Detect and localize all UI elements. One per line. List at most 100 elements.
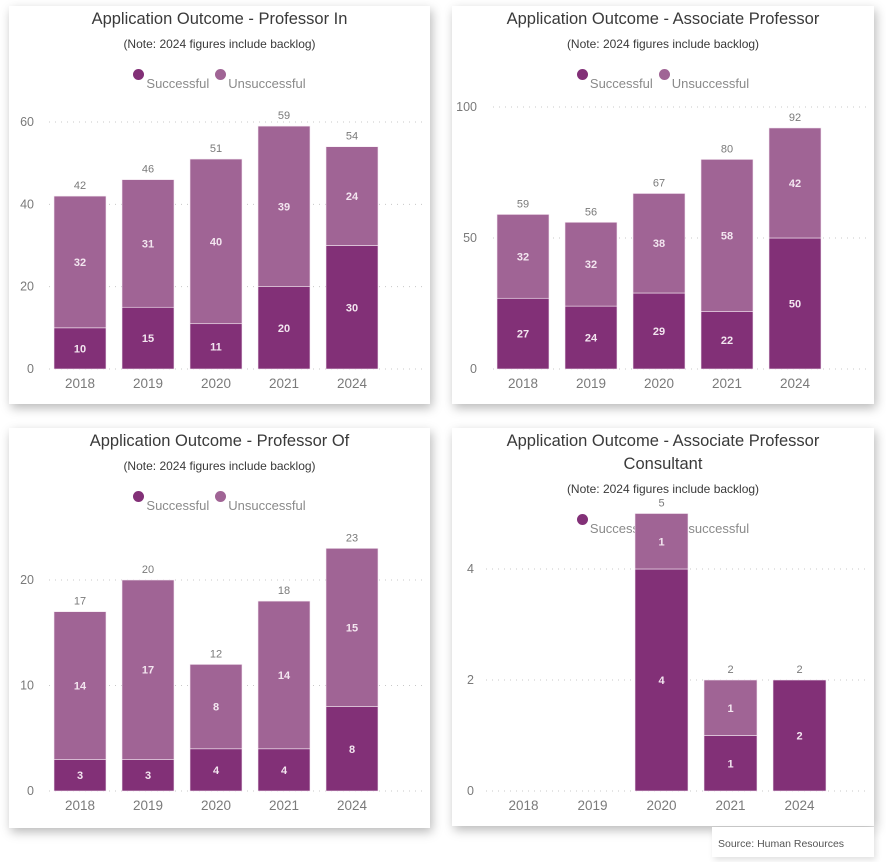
source-note: Source: Human Resources (712, 827, 874, 857)
data-label-unsuccessful: 14 (278, 670, 291, 682)
successful-dot-icon (576, 69, 588, 80)
source-text: Source: Human Resources (718, 838, 845, 850)
legend-item-successful[interactable]: Successful (133, 491, 209, 513)
successful-dot-icon (576, 514, 588, 525)
bar-successful (121, 759, 175, 792)
bar-successful (632, 292, 686, 370)
bar-unsuccessful (121, 579, 175, 760)
data-label-successful: 15 (142, 333, 154, 345)
data-label-successful: 10 (74, 343, 86, 355)
bar-unsuccessful (257, 125, 311, 287)
legend-label: Successful (589, 76, 653, 91)
x-tick-label: 2019 (133, 376, 163, 391)
successful-dot-icon (133, 491, 145, 502)
data-label-unsuccessful: 15 (346, 622, 358, 634)
y-tick-label: 0 (470, 362, 477, 376)
data-label-successful: 3 (145, 770, 151, 782)
x-tick-label: 2018 (65, 376, 95, 391)
chart-subtitle: (Note: 2024 figures include backlog) (566, 37, 760, 51)
data-label-successful: 4 (213, 765, 220, 777)
bar-successful (53, 759, 107, 792)
total-label: 67 (653, 177, 665, 189)
x-tick-label: 2024 (784, 798, 815, 813)
bar-successful (189, 323, 243, 370)
x-tick-label: 2020 (201, 376, 231, 391)
legend-label: Unsuccessful (228, 498, 306, 513)
x-tick-label: 2024 (337, 376, 368, 391)
bar-successful (564, 305, 618, 370)
data-label-successful: 4 (658, 675, 665, 687)
x-tick-label: 2021 (712, 376, 742, 391)
chart-title: Application Outcome - Associate Professo… (506, 432, 820, 450)
total-label: 80 (721, 143, 733, 155)
y-tick-label: 10 (20, 679, 34, 693)
chart-subtitle: (Note: 2024 figures include backlog) (123, 37, 316, 51)
total-label: 59 (517, 198, 529, 210)
bar-unsuccessful (257, 600, 311, 750)
y-tick-label: 100 (456, 100, 477, 114)
stacked-bar-chart: 0 2 4 2018 2019 4 1 5 2020 1 1 2 2021 2 2 2024 (467, 498, 869, 813)
x-tick-label: 2021 (715, 798, 745, 813)
x-tick-label: 2020 (201, 798, 231, 813)
data-label-unsuccessful: 39 (278, 201, 290, 213)
bar-unsuccessful (632, 193, 686, 294)
total-label: 12 (210, 648, 222, 660)
legend-item-successful[interactable]: Successful (133, 69, 209, 91)
legend-item-unsuccessful[interactable]: Unsuccessful (215, 491, 306, 513)
data-label-successful: 50 (789, 299, 801, 311)
total-label: 17 (74, 596, 86, 608)
unsuccessful-dot-icon (215, 69, 227, 80)
x-tick-label: 2019 (133, 798, 163, 813)
x-tick-label: 2019 (577, 798, 607, 813)
x-tick-label: 2024 (337, 798, 368, 813)
bar-unsuccessful (700, 159, 754, 312)
y-tick-label: 0 (27, 784, 34, 798)
stacked-bar-chart: 0204060103242201815314620191140512020203… (20, 110, 425, 391)
y-tick-label: 2 (467, 673, 474, 687)
legend-label: Unsuccessful (671, 521, 750, 536)
bar-unsuccessful (325, 146, 379, 246)
total-label: 2 (727, 664, 733, 676)
total-label: 59 (278, 110, 290, 122)
data-label-unsuccessful: 32 (585, 259, 597, 271)
data-label-successful: 30 (346, 302, 358, 314)
bar-unsuccessful (768, 127, 822, 239)
chart-subtitle: (Note: 2024 figures include backlog) (123, 459, 316, 473)
legend-item-unsuccessful[interactable]: Unsuccessful (658, 69, 750, 91)
y-tick-label: 40 (20, 197, 34, 211)
successful-dot-icon (133, 69, 145, 80)
legend-item-successful[interactable]: Successful (576, 69, 653, 91)
total-label: 23 (346, 532, 358, 544)
x-tick-label: 2021 (269, 376, 299, 391)
chart-panel-associate-professor: Application Outcome - Associate Professo… (452, 6, 874, 404)
chart-title: Application Outcome - Professor Of (89, 432, 350, 450)
data-label-unsuccessful: 1 (727, 703, 733, 715)
data-label-unsuccessful: 40 (210, 236, 222, 248)
bar-successful (634, 568, 689, 792)
bar-successful (121, 306, 175, 370)
bar-successful (772, 679, 827, 792)
chart-panel-professor-of: Application Outcome - Professor Of (Note… (9, 428, 430, 828)
bar-unsuccessful (564, 221, 618, 307)
total-label: 92 (789, 112, 801, 124)
total-label: 5 (658, 498, 664, 510)
data-label-unsuccessful: 17 (142, 665, 154, 677)
x-tick-label: 2019 (576, 376, 606, 391)
bar-successful (703, 735, 758, 792)
chart-legend: Successful Unsuccessful (452, 69, 874, 91)
bar-unsuccessful (496, 214, 550, 299)
legend-label: Successful (146, 76, 210, 91)
total-label: 2 (796, 664, 802, 676)
legend-label: Successful (146, 498, 210, 513)
bar-successful (496, 297, 550, 370)
data-label-unsuccessful: 38 (653, 238, 665, 250)
legend-item-unsuccessful[interactable]: Unsuccessful (215, 69, 306, 91)
total-label: 51 (210, 143, 222, 155)
legend-label: Unsuccessful (671, 76, 750, 91)
data-label-successful: 22 (721, 335, 733, 347)
x-tick-label: 2018 (508, 798, 538, 813)
chart-panel-professor-in: Application Outcome - Professor In (Note… (9, 6, 430, 404)
bar-unsuccessful (189, 664, 243, 750)
data-label-unsuccessful: 32 (517, 251, 529, 263)
total-label: 46 (142, 164, 154, 176)
